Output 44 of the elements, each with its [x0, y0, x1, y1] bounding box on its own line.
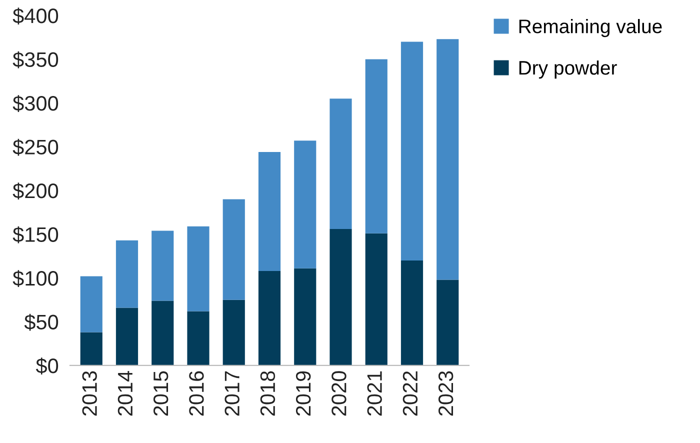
bar [116, 308, 138, 366]
bar [222, 300, 245, 366]
x-tick-label: 2017 [224, 371, 240, 416]
bar [400, 42, 424, 260]
x-tick-label: 2015 [153, 371, 168, 416]
bar [222, 199, 245, 300]
x-tick-label: 2013 [82, 371, 97, 416]
x-tick-label: 2023 [438, 371, 454, 416]
bar [80, 332, 102, 366]
y-tick-label: $300 [12, 95, 58, 112]
y-tick-label: $150 [12, 226, 58, 244]
bar [330, 98, 352, 229]
y-tick-label: $50 [24, 314, 58, 331]
bar [365, 59, 388, 234]
bar [80, 276, 102, 332]
y-tick-label: $100 [12, 270, 58, 287]
legend-label: Dry powder [519, 60, 617, 79]
bar [187, 226, 210, 312]
x-tick-label: 2022 [402, 371, 418, 416]
y-tick-label: $0 [36, 358, 58, 374]
bar [258, 152, 281, 271]
y-tick-label: $200 [12, 182, 58, 200]
y-tick-label: $350 [12, 51, 58, 68]
bar [436, 39, 459, 280]
y-tick-label: $250 [12, 138, 58, 156]
bar [187, 311, 210, 366]
bar [294, 140, 316, 268]
bar [152, 300, 174, 366]
x-tick-label: 2021 [367, 371, 382, 416]
y-tick-label: $400 [12, 8, 58, 24]
bar [258, 270, 281, 366]
legend-label: Remaining value [519, 19, 662, 38]
bar [400, 260, 424, 366]
bar [152, 230, 174, 301]
bar [294, 268, 316, 366]
x-tick-label: 2018 [260, 371, 276, 416]
x-tick-label: 2019 [296, 371, 311, 416]
bar [116, 240, 138, 308]
x-tick-label: 2016 [189, 371, 204, 416]
bar [436, 280, 459, 366]
x-tick-label: 2020 [332, 371, 346, 416]
x-tick-label: 2014 [118, 370, 133, 416]
bar [365, 233, 388, 366]
bar [330, 228, 352, 366]
